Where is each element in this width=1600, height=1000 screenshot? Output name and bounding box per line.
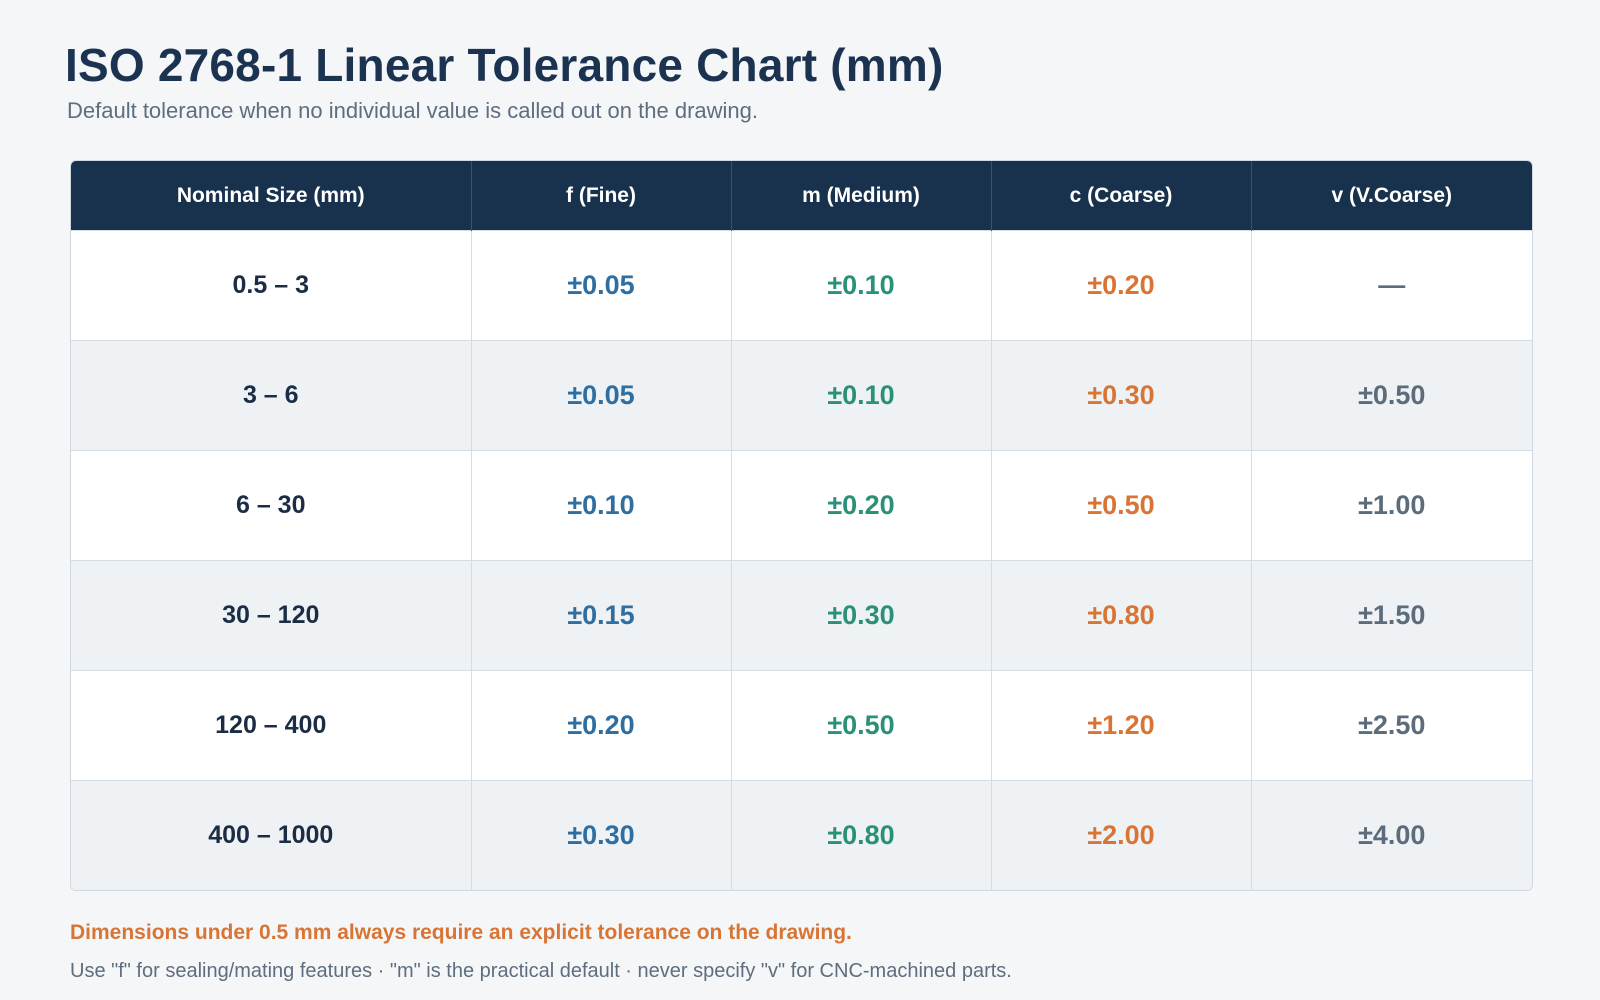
cell-fine: ±0.10 [471,450,732,561]
cell-fine: ±0.20 [471,670,732,781]
column-header-medium: m (Medium) [731,161,992,231]
warning-note: Dimensions under 0.5 mm always require a… [70,921,852,944]
cell-coarse: ±0.30 [991,340,1252,451]
table-row: 30 – 120 ±0.15 ±0.30 ±0.80 ±1.50 [71,560,1532,671]
table-body: 0.5 – 3 ±0.05 ±0.10 ±0.20 — 3 – 6 ±0.05 … [71,230,1532,890]
cell-very-coarse: ±4.00 [1251,780,1532,890]
cell-fine: ±0.05 [471,340,732,451]
cell-medium: ±0.10 [731,340,992,451]
column-header-nominal-size: Nominal Size (mm) [71,161,472,231]
cell-nominal-size: 3 – 6 [71,340,472,451]
tolerance-table-container: Nominal Size (mm) f (Fine) m (Medium) c … [70,160,1533,891]
cell-coarse: ±0.20 [991,230,1252,341]
cell-nominal-size: 0.5 – 3 [71,230,472,341]
table-row: 120 – 400 ±0.20 ±0.50 ±1.20 ±2.50 [71,670,1532,781]
column-header-fine: f (Fine) [471,161,732,231]
usage-tip-note: Use "f" for sealing/mating features · "m… [70,960,1012,982]
cell-very-coarse: ±1.00 [1251,450,1532,561]
cell-medium: ±0.50 [731,670,992,781]
cell-fine: ±0.30 [471,780,732,890]
cell-nominal-size: 30 – 120 [71,560,472,671]
header-row: Nominal Size (mm) f (Fine) m (Medium) c … [71,161,1532,231]
table-row: 3 – 6 ±0.05 ±0.10 ±0.30 ±0.50 [71,340,1532,451]
cell-fine: ±0.15 [471,560,732,671]
cell-coarse: ±2.00 [991,780,1252,890]
cell-medium: ±0.20 [731,450,992,561]
cell-nominal-size: 6 – 30 [71,450,472,561]
cell-coarse: ±0.50 [991,450,1252,561]
table-header: Nominal Size (mm) f (Fine) m (Medium) c … [71,161,1532,231]
cell-nominal-size: 120 – 400 [71,670,472,781]
cell-very-coarse: — [1251,230,1532,341]
cell-very-coarse: ±1.50 [1251,560,1532,671]
tolerance-table: Nominal Size (mm) f (Fine) m (Medium) c … [71,161,1532,890]
column-header-coarse: c (Coarse) [991,161,1252,231]
cell-medium: ±0.10 [731,230,992,341]
cell-coarse: ±0.80 [991,560,1252,671]
table-row: 0.5 – 3 ±0.05 ±0.10 ±0.20 — [71,230,1532,341]
table-row: 6 – 30 ±0.10 ±0.20 ±0.50 ±1.00 [71,450,1532,561]
table-row: 400 – 1000 ±0.30 ±0.80 ±2.00 ±4.00 [71,780,1532,890]
page-subtitle: Default tolerance when no individual val… [67,98,758,123]
column-header-very-coarse: v (V.Coarse) [1251,161,1532,231]
cell-nominal-size: 400 – 1000 [71,780,472,890]
cell-medium: ±0.80 [731,780,992,890]
cell-fine: ±0.05 [471,230,732,341]
cell-coarse: ±1.20 [991,670,1252,781]
page-title: ISO 2768-1 Linear Tolerance Chart (mm) [65,39,944,91]
cell-very-coarse: ±0.50 [1251,340,1532,451]
cell-medium: ±0.30 [731,560,992,671]
cell-very-coarse: ±2.50 [1251,670,1532,781]
